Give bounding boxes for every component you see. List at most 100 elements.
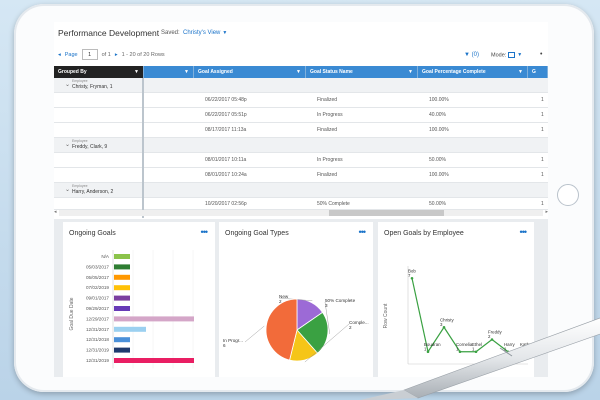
goal-percent-cell: 100.00% — [429, 127, 449, 133]
extra-cell: 1 — [541, 172, 544, 178]
app-screen: Performance Development Saved: Christy's… — [54, 22, 548, 377]
extra-cell: 1 — [541, 127, 544, 133]
slice-value: 2 — [279, 299, 282, 304]
bar — [114, 264, 130, 270]
column-header-goal-status[interactable]: Goal Status Name ▼ — [306, 66, 418, 78]
mode-selector[interactable]: Mode: ▼ — [491, 52, 522, 58]
column-header-extra[interactable]: G — [528, 66, 548, 78]
column-header-goal-percent[interactable]: Goal Percentage Complete ▼ — [418, 66, 528, 78]
slice-label: New — [279, 294, 289, 299]
data-point — [442, 325, 446, 329]
extra-cell: 1 — [541, 157, 544, 163]
tick-label: 12/31/2018 — [86, 337, 109, 342]
group-column-divider — [54, 78, 144, 218]
goal-percent-cell: 100.00% — [429, 172, 449, 178]
panel-menu-icon[interactable]: ••• — [519, 227, 528, 237]
filter-button[interactable]: ▼ (0) — [464, 52, 479, 58]
table-row[interactable]: 08/01/2017 10:24a Finalized 100.00% 1 — [54, 168, 548, 183]
goals-grid: Grouped By ▼ ▼ Goal Assigned ▼ Goal Status… — [54, 66, 548, 218]
tick-label: 07/02/2019 — [86, 285, 109, 290]
scrollbar-thumb[interactable] — [329, 210, 444, 216]
tick-label: 05/03/2017 — [86, 264, 109, 269]
bar — [114, 326, 146, 332]
slice-value: 2 — [349, 325, 352, 330]
group-row[interactable]: ⌄ Employee Harry, Anderson, 2 — [54, 183, 548, 198]
grid-header: Grouped By ▼ ▼ Goal Assigned ▼ Goal Status… — [54, 66, 548, 78]
table-row[interactable]: 08/01/2017 10:11a In Progress 50.00% 1 — [54, 153, 548, 168]
page-title: Performance Development — [58, 28, 160, 38]
scroll-right-icon[interactable]: ▸ — [545, 209, 548, 215]
goal-status-cell: Finalized — [317, 172, 338, 178]
bar — [114, 347, 130, 353]
table-row[interactable]: 10/20/2017 02:56p 50% Complete 50.00% 1 — [54, 198, 548, 210]
saved-label: Saved: — [161, 30, 180, 36]
grid-mode-icon — [508, 52, 516, 58]
goal-assigned-cell: 06/22/2017 05:51p — [205, 112, 247, 118]
table-row[interactable]: 06/22/2017 05:48p Finalized 100.00% 1 — [54, 93, 548, 108]
home-button[interactable] — [557, 184, 579, 206]
panel-title: Ongoing Goals — [69, 230, 116, 237]
panel-goal-types: Ongoing Goal Types ••• New 2 50% Complete 3… — [219, 222, 373, 377]
point-value: 7 — [408, 273, 411, 278]
column-menu-icon[interactable]: ▼ — [408, 69, 413, 75]
slice-value: 6 — [223, 343, 226, 348]
series-line — [411, 278, 524, 354]
panel-menu-icon[interactable]: ••• — [358, 227, 367, 237]
column-menu-icon[interactable]: ▼ — [184, 69, 189, 75]
group-row[interactable]: ⌄ Employee Christy, Fryman, 1 — [54, 78, 548, 93]
goal-status-cell: Finalized — [317, 127, 338, 133]
table-row[interactable]: 08/17/2017 11:13a Finalized 100.00% 1 — [54, 123, 548, 138]
group-employee-name: Harry, Anderson, 2 — [72, 189, 114, 195]
column-menu-icon[interactable]: ▼ — [134, 69, 139, 75]
data-point — [426, 350, 430, 354]
chevron-down-icon[interactable]: ⌄ — [65, 187, 71, 193]
chevron-down-icon[interactable]: ⌄ — [65, 82, 71, 88]
data-point — [522, 350, 526, 354]
column-menu-icon[interactable]: ▼ — [518, 69, 523, 75]
group-employee-name: Freddy, Clark, 9 — [72, 144, 108, 150]
goal-assigned-cell: 08/01/2017 10:11a — [205, 157, 247, 163]
group-row[interactable]: ⌄ Employee Freddy, Clark, 9 — [54, 138, 548, 153]
next-page-icon[interactable]: ▸ — [114, 51, 118, 58]
column-header-employee[interactable]: ▼ — [144, 66, 194, 78]
group-field-label: Employee — [72, 79, 88, 83]
tick-label: 12/29/2017 — [86, 316, 109, 321]
tick-label: N/A — [101, 254, 110, 259]
tick-label: 09/01/2017 — [86, 296, 109, 301]
horizontal-scrollbar[interactable]: ◂ ▸ — [54, 209, 548, 216]
goal-assigned-cell: 06/22/2017 05:48p — [205, 97, 247, 103]
more-menu[interactable]: • — [540, 51, 543, 58]
page-label: Page — [64, 51, 78, 58]
point-value: 3 — [440, 322, 443, 327]
prev-page-icon[interactable]: ◂ — [58, 51, 61, 58]
mode-label: Mode: — [491, 52, 507, 59]
group-field-label: Employee — [72, 139, 88, 143]
goal-percent-cell: 50.00% — [429, 157, 446, 163]
pager: ◂ Page 1 of 1 ▸ 1 - 20 of 20 Rows — [58, 49, 165, 60]
panel-menu-icon[interactable]: ••• — [200, 227, 209, 237]
scroll-left-icon[interactable]: ◂ — [54, 209, 57, 215]
tick-label: 12/31/2019 — [86, 358, 109, 363]
page-of-label: of 1 — [101, 51, 111, 58]
goal-status-cell: 50% Complete — [317, 201, 350, 207]
point-value: 2 — [488, 334, 491, 339]
point-label: Cornelia — [456, 342, 473, 347]
open-goals-chart: Row CountBob7Boudran1Christy3Cornelia1Et… — [383, 266, 532, 365]
column-header-grouped-by[interactable]: Grouped By ▼ — [54, 66, 144, 78]
page-number-input[interactable]: 1 — [81, 49, 98, 60]
goal-status-cell: Finalized — [317, 97, 338, 103]
data-point — [506, 350, 510, 354]
column-menu-icon[interactable]: ▼ — [296, 69, 301, 75]
slice-value: 3 — [325, 303, 328, 308]
table-row[interactable]: 06/22/2017 05:51p In Progress 40.00% 1 — [54, 108, 548, 123]
y-axis-label: Goal Due Date — [69, 297, 75, 330]
saved-view-dropdown[interactable]: Christy's View ▼ — [183, 30, 227, 36]
slice-label: In Progr... — [223, 338, 243, 343]
column-header-goal-assigned[interactable]: Goal Assigned ▼ — [194, 66, 306, 78]
goal-percent-cell: 40.00% — [429, 112, 446, 118]
chevron-down-icon[interactable]: ⌄ — [65, 142, 71, 148]
point-label: Boudran — [424, 342, 441, 347]
ongoing-goals-chart: Goal Due Date N/A 05/03/2017 05/05/2017 07/0… — [69, 250, 194, 369]
leader-line — [244, 325, 265, 343]
bar — [114, 306, 130, 311]
